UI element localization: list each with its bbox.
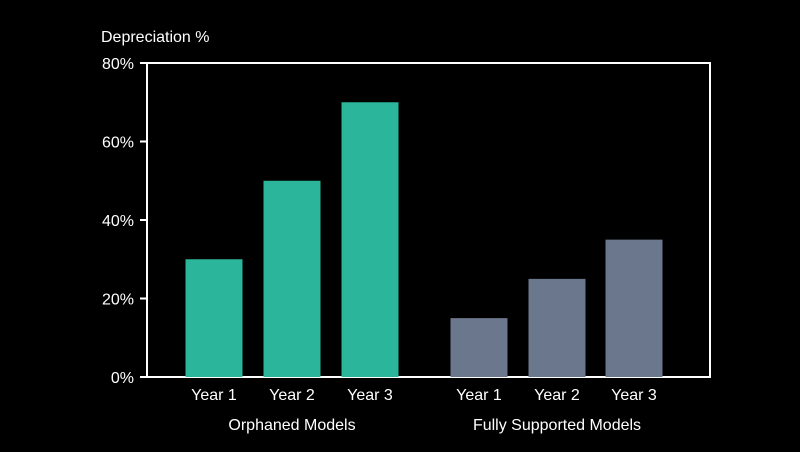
bar-orphaned-year-2 [263,180,321,377]
y-axis-title: Depreciation % [101,29,210,46]
y-tick-label: 40% [102,213,134,230]
y-tick-label: 0% [111,370,134,387]
y-axis-ticks: 0% 20% 40% 60% 80% [102,56,147,387]
group-label-fully-supported-models: Fully Supported Models [473,417,641,434]
x-category-label: Year 3 [611,387,657,404]
group-label-orphaned-models: Orphaned Models [228,417,355,434]
bar-orphaned-year-1 [185,259,243,377]
group-labels: Orphaned Models Fully Supported Models [228,417,641,434]
x-category-label: Year 1 [191,387,237,404]
bar-supported-year-2 [528,278,586,377]
y-tick-label: 60% [102,135,134,152]
x-category-label: Year 1 [456,387,502,404]
bar-supported-year-3 [605,239,663,377]
bar-orphaned-year-3 [341,102,399,377]
bars-layer [185,102,663,377]
category-labels: Year 1 Year 2 Year 3 Year 1 Year 2 Year 3 [191,387,657,404]
bar-supported-year-1 [450,318,508,377]
y-tick-label: 20% [102,292,134,309]
x-category-label: Year 2 [269,387,315,404]
x-category-label: Year 3 [347,387,393,404]
y-tick-label: 80% [102,56,134,73]
x-category-label: Year 2 [534,387,580,404]
